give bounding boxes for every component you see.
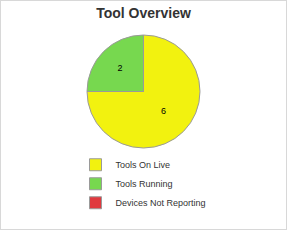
svg-text:2: 2 [118, 63, 123, 73]
svg-text:Tools On Live: Tools On Live [116, 160, 171, 170]
svg-text:6: 6 [161, 106, 166, 116]
svg-text:Devices Not Reporting: Devices Not Reporting [116, 198, 206, 208]
svg-text:Tool Overview: Tool Overview [96, 5, 191, 21]
svg-text:Tools Running: Tools Running [116, 179, 173, 189]
